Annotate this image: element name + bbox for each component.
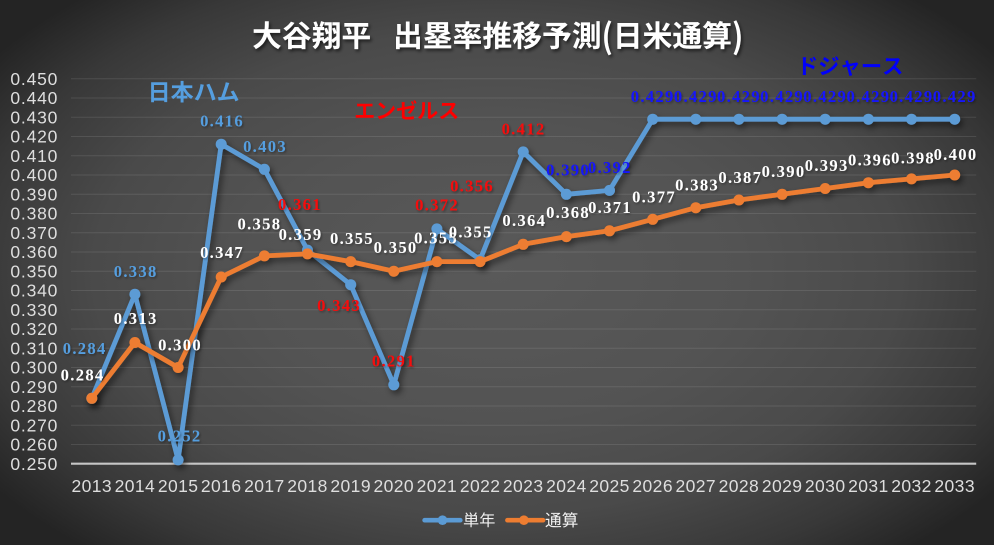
- svg-text:2032: 2032: [891, 476, 932, 496]
- svg-text:0.410: 0.410: [10, 146, 58, 166]
- svg-text:0.429: 0.429: [803, 87, 847, 106]
- svg-text:2031: 2031: [848, 476, 889, 496]
- svg-text:0.368: 0.368: [546, 203, 590, 222]
- svg-text:0.350: 0.350: [10, 261, 58, 281]
- svg-text:0.390: 0.390: [546, 161, 590, 180]
- svg-text:0.270: 0.270: [10, 415, 58, 435]
- svg-text:2029: 2029: [762, 476, 803, 496]
- svg-text:0.338: 0.338: [114, 262, 158, 281]
- svg-text:0.377: 0.377: [632, 188, 676, 207]
- svg-text:0.356: 0.356: [450, 177, 494, 196]
- svg-text:0.340: 0.340: [10, 281, 58, 301]
- svg-text:0.390: 0.390: [10, 184, 58, 204]
- svg-text:2016: 2016: [201, 476, 242, 496]
- svg-text:0.300: 0.300: [158, 335, 202, 354]
- svg-text:2021: 2021: [417, 476, 458, 496]
- svg-text:2023: 2023: [503, 476, 544, 496]
- svg-text:0.313: 0.313: [114, 309, 158, 328]
- svg-text:0.252: 0.252: [158, 427, 202, 446]
- svg-text:0.372: 0.372: [415, 196, 459, 215]
- svg-text:0.429: 0.429: [760, 87, 804, 106]
- svg-text:0.290: 0.290: [10, 377, 58, 397]
- svg-text:0.250: 0.250: [10, 454, 58, 474]
- svg-text:0.364: 0.364: [502, 211, 546, 230]
- svg-text:0.291: 0.291: [372, 351, 416, 370]
- svg-text:0.429: 0.429: [933, 87, 977, 106]
- svg-text:0.359: 0.359: [279, 225, 323, 244]
- svg-text:0.440: 0.440: [10, 88, 58, 108]
- svg-text:2026: 2026: [632, 476, 673, 496]
- svg-text:2025: 2025: [589, 476, 630, 496]
- svg-text:0.420: 0.420: [10, 127, 58, 147]
- svg-text:0.400: 0.400: [934, 145, 978, 164]
- svg-text:0.393: 0.393: [805, 156, 849, 175]
- svg-text:2030: 2030: [805, 476, 846, 496]
- svg-text:0.330: 0.330: [10, 300, 58, 320]
- svg-text:2015: 2015: [158, 476, 199, 496]
- svg-text:0.398: 0.398: [891, 148, 935, 167]
- svg-text:0.355: 0.355: [449, 223, 493, 242]
- svg-text:2024: 2024: [546, 476, 587, 496]
- svg-text:0.412: 0.412: [502, 119, 546, 138]
- svg-text:0.387: 0.387: [718, 168, 762, 187]
- svg-text:0.350: 0.350: [374, 238, 418, 257]
- svg-text:0.429: 0.429: [674, 87, 718, 106]
- svg-text:0.371: 0.371: [588, 198, 632, 217]
- svg-text:2022: 2022: [460, 476, 501, 496]
- svg-text:0.347: 0.347: [200, 243, 244, 262]
- svg-text:0.320: 0.320: [10, 319, 58, 339]
- svg-text:0.400: 0.400: [10, 165, 58, 185]
- svg-text:2013: 2013: [72, 476, 113, 496]
- svg-text:0.355: 0.355: [330, 229, 374, 248]
- svg-text:0.260: 0.260: [10, 435, 58, 455]
- svg-text:0.343: 0.343: [317, 296, 361, 315]
- svg-text:0.383: 0.383: [675, 176, 719, 195]
- svg-text:0.310: 0.310: [10, 338, 58, 358]
- svg-text:0.429: 0.429: [846, 87, 890, 106]
- svg-text:0.390: 0.390: [762, 162, 806, 181]
- svg-text:2017: 2017: [244, 476, 285, 496]
- svg-text:0.284: 0.284: [63, 339, 107, 358]
- svg-text:2019: 2019: [330, 476, 371, 496]
- svg-text:2020: 2020: [374, 476, 415, 496]
- svg-text:0.416: 0.416: [200, 112, 244, 131]
- svg-text:0.450: 0.450: [10, 69, 58, 89]
- svg-text:0.430: 0.430: [10, 107, 58, 127]
- svg-text:0.429: 0.429: [717, 87, 761, 106]
- svg-text:0.358: 0.358: [237, 214, 281, 233]
- svg-text:0.280: 0.280: [10, 396, 58, 416]
- svg-text:0.355: 0.355: [414, 229, 458, 248]
- svg-text:0.380: 0.380: [10, 204, 58, 224]
- svg-text:2028: 2028: [719, 476, 760, 496]
- svg-text:0.429: 0.429: [631, 87, 675, 106]
- svg-text:0.403: 0.403: [243, 137, 287, 156]
- svg-text:2018: 2018: [287, 476, 328, 496]
- svg-text:0.361: 0.361: [278, 195, 322, 214]
- svg-text:0.396: 0.396: [848, 150, 892, 169]
- svg-text:0.392: 0.392: [588, 158, 632, 177]
- svg-text:0.370: 0.370: [10, 223, 58, 243]
- svg-text:0.300: 0.300: [10, 358, 58, 378]
- svg-text:0.284: 0.284: [61, 366, 105, 385]
- svg-text:0.360: 0.360: [10, 242, 58, 262]
- svg-text:0.429: 0.429: [890, 87, 934, 106]
- svg-text:2033: 2033: [934, 476, 975, 496]
- svg-text:2014: 2014: [115, 476, 156, 496]
- svg-text:2027: 2027: [676, 476, 717, 496]
